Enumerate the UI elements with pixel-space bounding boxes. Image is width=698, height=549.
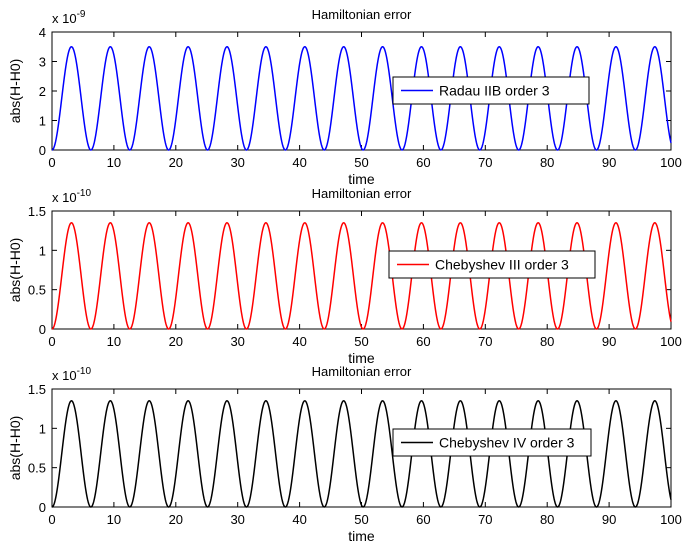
y-tick-label: 0 — [39, 500, 46, 515]
exponent-power: -9 — [77, 9, 86, 20]
exponent-power: -10 — [77, 188, 92, 199]
legend-box — [388, 250, 596, 279]
legend-label: Radau IIB order 3 — [439, 83, 550, 99]
x-tick-label: 40 — [292, 334, 306, 349]
x-tick-label: 60 — [416, 512, 430, 527]
x-tick-label: 30 — [230, 155, 244, 170]
chart-title: Hamiltonian error — [312, 186, 412, 201]
y-tick-label: 3 — [39, 55, 46, 70]
exponent-base: x 10 — [52, 11, 77, 26]
x-tick-label: 40 — [292, 155, 306, 170]
subplot-3: 0 10 20 30 40 50 60 70 80 90 100 0 0.5 1 1.5 x 10-10 Ham… — [7, 364, 682, 544]
x-tick-label: 20 — [169, 334, 183, 349]
legend: Chebyshev III order 3 — [388, 250, 596, 279]
y-tick-label: 1.5 — [28, 382, 46, 397]
legend-label: Chebyshev III order 3 — [435, 257, 569, 273]
x-axis-label: time — [348, 171, 375, 187]
subplot-2: 0 10 20 30 40 50 60 70 80 90 100 0 0.5 1 1.5 x 10-10 Ham… — [7, 186, 682, 366]
x-tick-label: 100 — [660, 334, 682, 349]
exponent-label: x 10-10 — [52, 366, 91, 383]
x-tick-label: 30 — [230, 334, 244, 349]
y-tick-label: 1 — [39, 114, 46, 129]
y-tick-label: 0.5 — [28, 283, 46, 298]
y-tick-label: 2 — [39, 84, 46, 99]
exponent-base: x 10 — [52, 190, 77, 205]
x-tick-label: 70 — [478, 155, 492, 170]
x-tick-label: 50 — [354, 334, 368, 349]
x-tick-label: 70 — [478, 512, 492, 527]
exponent-base: x 10 — [52, 368, 77, 383]
y-axis-label: abs(H-H0) — [7, 59, 23, 124]
x-tick-label: 40 — [292, 512, 306, 527]
x-tick-label: 10 — [107, 334, 121, 349]
x-tick-label: 90 — [602, 155, 616, 170]
y-axis-label: abs(H-H0) — [7, 238, 23, 303]
x-tick-label: 70 — [478, 334, 492, 349]
x-tick-label: 30 — [230, 512, 244, 527]
exponent-label: x 10-10 — [52, 188, 91, 205]
legend-label: Chebyshev IV order 3 — [439, 435, 575, 451]
x-tick-label: 20 — [169, 155, 183, 170]
x-axis-label: time — [348, 528, 375, 544]
x-axis-label: time — [348, 350, 375, 366]
x-tick-label: 80 — [540, 512, 554, 527]
x-tick-label: 80 — [540, 334, 554, 349]
x-tick-label: 0 — [48, 512, 55, 527]
y-axis-label: abs(H-H0) — [7, 416, 23, 481]
x-tick-label: 90 — [602, 512, 616, 527]
x-tick-label: 100 — [660, 512, 682, 527]
exponent-power: -10 — [77, 366, 92, 377]
y-tick-label: 0.5 — [28, 461, 46, 476]
x-tick-label: 80 — [540, 155, 554, 170]
x-tick-label: 50 — [354, 155, 368, 170]
x-tick-label: 60 — [416, 334, 430, 349]
x-tick-label: 100 — [660, 155, 682, 170]
x-tick-label: 60 — [416, 155, 430, 170]
x-tick-label: 0 — [48, 334, 55, 349]
x-tick-label: 10 — [107, 155, 121, 170]
x-tick-label: 20 — [169, 512, 183, 527]
subplot-1: 0 10 20 30 40 50 60 70 80 90 100 0 1 2 3 4 x 10-9 Hamilto… — [7, 7, 682, 187]
y-tick-label: 0 — [39, 322, 46, 337]
chart-title: Hamiltonian error — [312, 364, 412, 379]
y-tick-label: 0 — [39, 143, 46, 158]
x-tick-label: 0 — [48, 155, 55, 170]
exponent-label: x 10-9 — [52, 9, 86, 26]
legend: Radau IIB order 3 — [392, 76, 590, 105]
y-tick-label: 1 — [39, 243, 46, 258]
y-tick-label: 1.5 — [28, 204, 46, 219]
x-tick-label: 10 — [107, 512, 121, 527]
x-tick-label: 90 — [602, 334, 616, 349]
legend: Chebyshev IV order 3 — [392, 428, 592, 457]
y-tick-label: 1 — [39, 421, 46, 436]
y-tick-label: 4 — [39, 25, 46, 40]
x-tick-label: 50 — [354, 512, 368, 527]
chart-title: Hamiltonian error — [312, 7, 412, 22]
